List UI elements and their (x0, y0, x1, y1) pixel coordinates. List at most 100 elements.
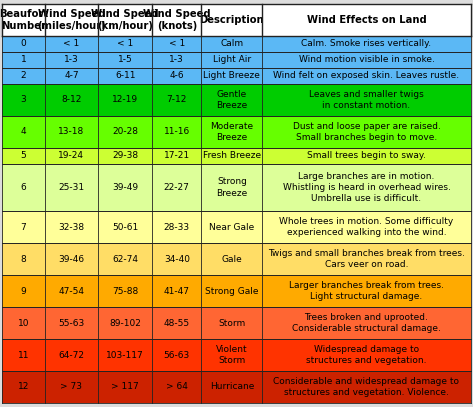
Text: Wind motion visible in smoke.: Wind motion visible in smoke. (298, 55, 434, 64)
Bar (98, 148, 152, 164)
Bar (201, 275, 262, 307)
Bar (44, 243, 98, 275)
Bar (98, 307, 152, 339)
Text: > 117: > 117 (112, 383, 139, 392)
Text: Description: Description (200, 15, 264, 25)
Text: Strong
Breeze: Strong Breeze (216, 177, 247, 197)
Text: 3: 3 (20, 95, 26, 104)
Bar (98, 116, 152, 148)
Text: 8: 8 (20, 255, 26, 264)
Text: 28-33: 28-33 (164, 223, 190, 232)
Text: Larger branches break from trees.
Light structural damage.: Larger branches break from trees. Light … (289, 281, 444, 301)
Bar (262, 52, 471, 68)
Text: 12: 12 (18, 383, 29, 392)
Bar (2, 371, 44, 403)
Bar (44, 371, 98, 403)
Text: 11: 11 (18, 350, 29, 359)
Bar (262, 4, 471, 36)
Bar (44, 339, 98, 371)
Text: < 1: < 1 (169, 39, 185, 48)
Text: Strong Gale: Strong Gale (205, 287, 259, 296)
Text: Calm. Smoke rises vertically.: Calm. Smoke rises vertically. (301, 39, 431, 48)
Bar (201, 4, 262, 36)
Text: < 1: < 1 (117, 39, 133, 48)
Bar (201, 164, 262, 212)
Text: Storm: Storm (218, 319, 245, 328)
Text: Small trees begin to sway.: Small trees begin to sway. (307, 151, 426, 160)
Bar (2, 52, 44, 68)
Text: > 73: > 73 (61, 383, 82, 392)
Bar (262, 243, 471, 275)
Text: Whole trees in motion. Some difficulty
experienced walking into the wind.: Whole trees in motion. Some difficulty e… (280, 217, 454, 237)
Text: 4-7: 4-7 (64, 71, 79, 80)
Text: 56-63: 56-63 (164, 350, 190, 359)
Bar (152, 4, 201, 36)
Text: 9: 9 (20, 287, 26, 296)
Bar (44, 275, 98, 307)
Bar (262, 371, 471, 403)
Text: 6: 6 (20, 183, 26, 192)
Bar (152, 52, 201, 68)
Text: 4-6: 4-6 (169, 71, 184, 80)
Bar (152, 36, 201, 52)
Bar (44, 36, 98, 52)
Text: 89-102: 89-102 (109, 319, 141, 328)
Bar (2, 275, 44, 307)
Bar (2, 68, 44, 84)
Bar (2, 339, 44, 371)
Text: 7-12: 7-12 (166, 95, 187, 104)
Text: 47-54: 47-54 (59, 287, 85, 296)
Text: 103-117: 103-117 (106, 350, 144, 359)
Text: Leaves and smaller twigs
in constant motion.: Leaves and smaller twigs in constant mot… (309, 90, 424, 110)
Bar (262, 275, 471, 307)
Bar (152, 307, 201, 339)
Bar (201, 52, 262, 68)
Bar (2, 148, 44, 164)
Text: 19-24: 19-24 (59, 151, 85, 160)
Bar (152, 164, 201, 212)
Bar (2, 84, 44, 116)
Bar (201, 148, 262, 164)
Bar (201, 36, 262, 52)
Bar (201, 339, 262, 371)
Text: Considerable and widespread damage to
structures and vegetation. Violence.: Considerable and widespread damage to st… (273, 377, 459, 397)
Bar (44, 68, 98, 84)
Text: 34-40: 34-40 (164, 255, 190, 264)
Text: Widespread damage to
structures and vegetation.: Widespread damage to structures and vege… (306, 345, 427, 365)
Bar (44, 116, 98, 148)
Text: 6-11: 6-11 (115, 71, 136, 80)
Text: Dust and loose paper are raised.
Small branches begin to move.: Dust and loose paper are raised. Small b… (292, 122, 440, 142)
Text: 48-55: 48-55 (164, 319, 190, 328)
Text: 1-3: 1-3 (64, 55, 79, 64)
Text: Moderate
Breeze: Moderate Breeze (210, 122, 254, 142)
Bar (201, 212, 262, 243)
Text: Near Gale: Near Gale (209, 223, 254, 232)
Bar (152, 116, 201, 148)
Bar (98, 339, 152, 371)
Text: Light Breeze: Light Breeze (203, 71, 260, 80)
Bar (44, 52, 98, 68)
Bar (201, 116, 262, 148)
Text: > 64: > 64 (166, 383, 188, 392)
Text: Gale: Gale (221, 255, 242, 264)
Bar (2, 243, 44, 275)
Bar (98, 275, 152, 307)
Text: 25-31: 25-31 (58, 183, 85, 192)
Bar (98, 36, 152, 52)
Text: 11-16: 11-16 (164, 127, 190, 136)
Text: Calm: Calm (220, 39, 244, 48)
Bar (201, 68, 262, 84)
Text: 7: 7 (20, 223, 26, 232)
Bar (152, 371, 201, 403)
Bar (152, 339, 201, 371)
Text: 2: 2 (21, 71, 26, 80)
Bar (152, 148, 201, 164)
Text: 22-27: 22-27 (164, 183, 190, 192)
Bar (98, 52, 152, 68)
Bar (2, 4, 44, 36)
Bar (201, 84, 262, 116)
Text: 32-38: 32-38 (58, 223, 85, 232)
Bar (262, 339, 471, 371)
Text: 13-18: 13-18 (58, 127, 85, 136)
Bar (262, 116, 471, 148)
